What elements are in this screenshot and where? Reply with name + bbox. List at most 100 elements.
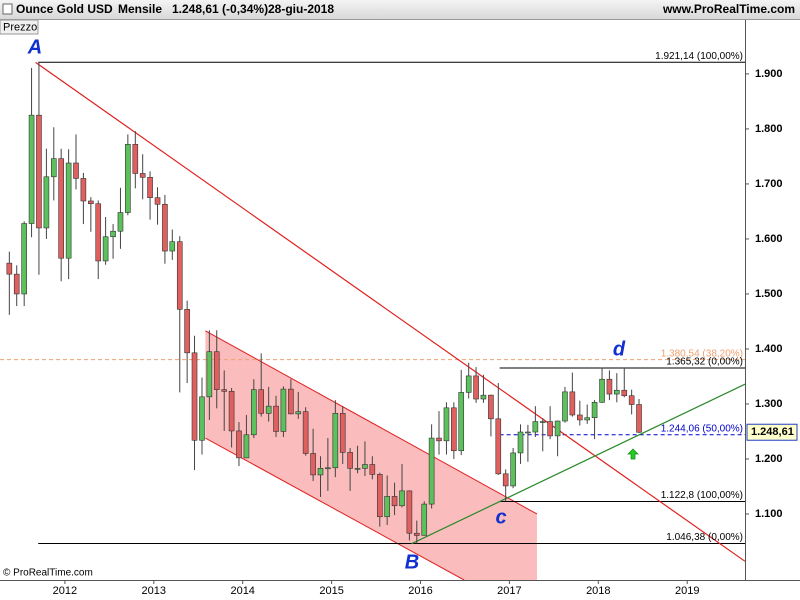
candle-body: [517, 431, 524, 454]
candle-body: [391, 496, 398, 507]
wave-label: d: [613, 338, 626, 360]
candle-body: [80, 178, 87, 202]
candle-body: [339, 413, 346, 453]
x-tick-label: 2015: [319, 585, 343, 597]
candle-body: [176, 241, 183, 310]
candle-body: [288, 388, 294, 415]
y-tick-label: 1.700: [755, 178, 783, 190]
candle-body: [206, 351, 213, 398]
candle-body: [6, 262, 13, 275]
site: www.ProRealTime.com: [662, 2, 795, 16]
candle-body: [302, 411, 309, 454]
candle-body: [569, 391, 576, 416]
candle-body: [384, 496, 390, 518]
candle-body: [547, 421, 553, 437]
candle-body: [110, 230, 116, 238]
wave-label: B: [405, 551, 419, 573]
candle-body: [488, 394, 494, 420]
candle-body: [376, 474, 383, 518]
candle-body: [169, 241, 176, 252]
level-label: 1.380,54 (38,20%): [661, 348, 743, 359]
candle-body: [495, 418, 502, 475]
y-tick-label: 1.800: [755, 123, 783, 135]
candle-body: [317, 468, 324, 476]
channel-edge: [205, 330, 538, 515]
candle-body: [428, 437, 435, 505]
candle-body: [584, 417, 590, 421]
candle-body: [413, 532, 420, 536]
candle-body: [554, 420, 561, 437]
candle-body: [539, 421, 546, 423]
x-tick-label: 2019: [675, 585, 699, 597]
candle-body: [139, 173, 146, 178]
candle-body: [399, 490, 405, 507]
y-tick-label: 1.100: [755, 508, 783, 520]
y-tick-label: 1.400: [755, 343, 783, 355]
candle-body: [65, 162, 72, 259]
instrument: Ounce Gold USD: [16, 2, 113, 16]
x-tick-label: 2017: [497, 585, 521, 597]
plot-area: [0, 61, 745, 580]
last-price-box: [746, 423, 798, 441]
x-tick-label: 2014: [230, 585, 254, 597]
candle-body: [599, 378, 605, 403]
channel: [205, 330, 537, 580]
candle-body: [58, 158, 64, 259]
candle-body: [221, 389, 228, 392]
candle-body: [132, 144, 139, 174]
candle-body: [473, 375, 479, 400]
x-tick-label: 2013: [142, 585, 166, 597]
candle-body: [162, 203, 168, 252]
candle-body: [125, 144, 131, 213]
candle-body: [310, 453, 316, 476]
candle-body: [591, 402, 598, 419]
y-tick-label: 1.600: [755, 233, 783, 245]
candle-body: [213, 351, 220, 390]
candle-body: [184, 309, 190, 354]
candle-body: [154, 197, 161, 205]
candle-body: [621, 389, 628, 397]
period: Mensile: [118, 2, 162, 16]
candle-body: [95, 203, 102, 262]
candle-body: [332, 413, 339, 469]
header-bar: [0, 0, 800, 19]
candle-body: [280, 388, 287, 432]
candle-body: [325, 467, 331, 470]
candle-body: [480, 394, 487, 400]
header-icon: [2, 3, 13, 15]
level-label: 1.365,32 (0,00%): [666, 357, 743, 368]
candle-body: [577, 414, 583, 421]
y-tick-label: 1.200: [755, 453, 783, 465]
candle-body: [73, 162, 79, 179]
candle-body: [102, 236, 109, 262]
candle-body: [436, 437, 442, 442]
candle-body: [362, 464, 368, 469]
candle-body: [458, 392, 465, 452]
candle-body: [28, 114, 35, 224]
channel-edge: [205, 437, 465, 580]
candle-body: [443, 407, 450, 442]
wave-label: A: [27, 36, 42, 58]
candle-body: [525, 431, 531, 434]
candle-body: [117, 212, 124, 232]
quote: 1.248,61 (-0,34%): [172, 2, 268, 16]
y-tick-label: 1.300: [755, 398, 783, 410]
candle-body: [606, 378, 613, 395]
candle-body: [562, 391, 568, 422]
candle-body: [421, 503, 428, 536]
candle-body: [21, 223, 27, 295]
candle-body: [502, 473, 509, 487]
candle-body: [50, 158, 57, 178]
copyright: © ProRealTime.com: [3, 568, 93, 579]
level-label: 1.921,14 (100,00%): [655, 51, 743, 62]
candle-body: [273, 405, 279, 432]
candle-body: [228, 391, 235, 432]
candle-body: [636, 404, 642, 433]
level-label: 1.122,8 (100,00%): [661, 490, 743, 501]
candle-body: [451, 407, 457, 452]
candle-body: [347, 452, 353, 469]
candle-body: [265, 405, 272, 414]
wave-label: c: [495, 506, 506, 528]
signal-arrow: [627, 448, 639, 460]
